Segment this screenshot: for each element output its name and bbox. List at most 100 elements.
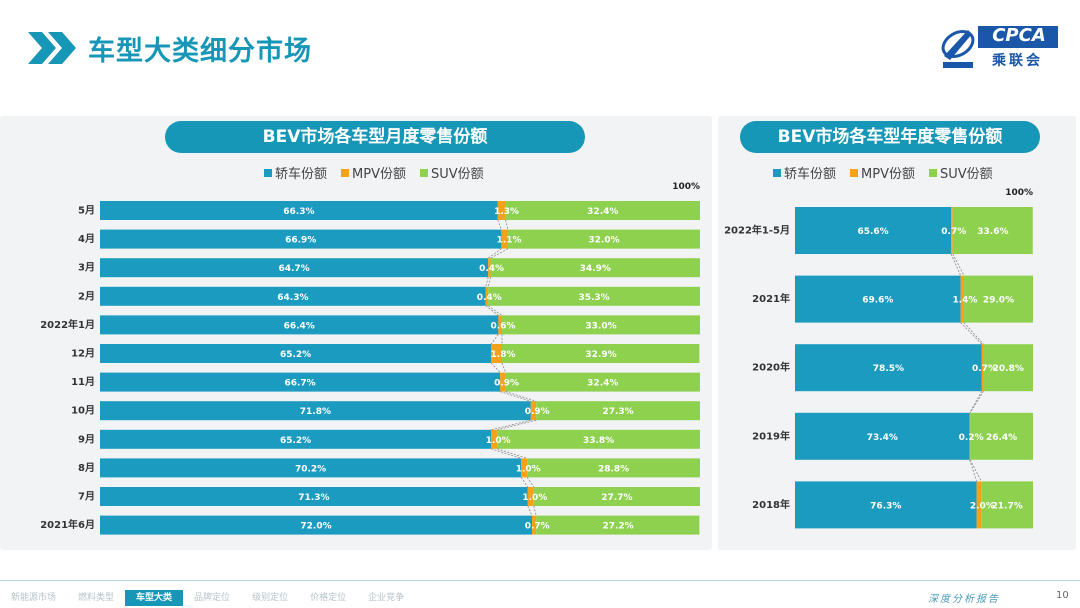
series-connector <box>487 248 502 259</box>
bar-segment <box>983 344 1033 392</box>
data-label: 35.3% <box>578 293 609 303</box>
footer-tab[interactable]: 企业竞争 <box>368 593 405 603</box>
series-connector <box>491 448 522 459</box>
data-label: 32.4% <box>587 379 618 389</box>
bar-segment <box>530 401 537 421</box>
series-connector <box>505 219 509 230</box>
report-label: 深度分析报告 <box>928 594 1000 605</box>
legend-label: MPV份额 <box>352 167 406 182</box>
bar-segment <box>795 481 977 529</box>
data-label: 26.4% <box>986 433 1017 443</box>
logo-text: CPCA <box>992 25 1046 46</box>
bar-segment <box>490 258 700 278</box>
series-connector <box>501 362 506 373</box>
series-connector <box>485 277 489 287</box>
legend-item-sedan: 轿车份额 <box>264 163 327 182</box>
footer-tab[interactable]: 品牌定位 <box>194 593 231 603</box>
data-label: 66.7% <box>284 379 315 389</box>
data-label: 64.3% <box>277 293 308 303</box>
bar-segment <box>795 275 961 323</box>
data-label: 69.6% <box>862 296 893 306</box>
data-label: 73.4% <box>867 433 898 443</box>
data-label: 33.8% <box>583 436 614 446</box>
bar-segment <box>976 481 982 529</box>
data-label: 1.8% <box>491 350 516 360</box>
category-label: 2019年 <box>752 429 790 442</box>
section-nav: 新能源市场 燃料类型 车型大类 品牌定位 级别定位 价格定位 企业竞争 <box>0 590 415 606</box>
bar-segment <box>100 201 498 220</box>
bar-segment <box>952 207 1033 254</box>
category-label: 2021年 <box>752 292 790 305</box>
category-label: 2018年 <box>752 498 790 511</box>
category-label: 7月 <box>78 491 95 503</box>
bar-segment <box>100 258 489 278</box>
series-connector <box>497 219 502 230</box>
data-label: 21.7% <box>992 501 1023 511</box>
category-label: 11月 <box>71 376 95 388</box>
bar-segment <box>795 412 970 460</box>
bar-segment <box>100 401 531 421</box>
footer-tab[interactable]: 价格定位 <box>310 593 347 603</box>
data-label: 71.8% <box>300 407 331 417</box>
series-connector <box>950 253 962 276</box>
annual-chart-title: BEV市场各车型年度零售份额 <box>740 121 1040 153</box>
data-label: 33.0% <box>585 321 616 331</box>
footer-tab[interactable]: 燃料类型 <box>78 593 115 603</box>
bar-segment <box>497 429 700 449</box>
legend-label: 轿车份额 <box>275 167 328 182</box>
series-connector <box>490 362 501 373</box>
legend-item-suv: SUV份额 <box>419 163 484 182</box>
data-label: 27.2% <box>602 522 633 532</box>
legend-swatch <box>850 168 859 177</box>
bar-segment <box>502 315 700 335</box>
series-connector <box>526 477 535 488</box>
data-label: 76.3% <box>870 501 901 511</box>
bar-segment <box>100 429 492 449</box>
footer: 新能源市场 燃料类型 车型大类 品牌定位 级别定位 价格定位 企业竞争 深度分析报告 10 <box>0 580 1080 608</box>
category-label: 2022年1月 <box>40 318 95 331</box>
footer-tab[interactable]: 车型大类 <box>125 590 184 606</box>
legend-item-mpv: MPV份额 <box>341 163 406 182</box>
data-label: 2.0% <box>970 501 995 511</box>
annual-panel <box>718 116 1076 550</box>
footer-tab[interactable]: 新能源市场 <box>11 593 57 603</box>
data-label: 28.8% <box>598 464 629 474</box>
series-connector <box>960 322 983 345</box>
title-bar: 车型大类细分市场 <box>26 28 312 68</box>
data-label: 33.6% <box>977 227 1008 237</box>
series-connector <box>491 419 531 431</box>
data-label: 65.2% <box>280 350 311 360</box>
category-label: 3月 <box>78 262 95 274</box>
monthly-legend: 轿车份额 MPV份额 SUV份额 <box>264 163 484 182</box>
series-connector <box>520 477 529 488</box>
category-label: 10月 <box>71 405 95 417</box>
category-label: 12月 <box>71 348 95 360</box>
data-label: 27.3% <box>602 407 633 417</box>
data-label: 27.7% <box>601 493 632 503</box>
bar-segment <box>536 515 700 535</box>
logo-subtext: 乘联会 <box>992 53 1043 69</box>
bar-segment <box>100 372 501 392</box>
series-connector <box>487 305 503 316</box>
double-chevron-icon <box>28 32 76 64</box>
data-label: 1.1% <box>497 236 522 246</box>
series-connector <box>487 277 491 287</box>
cpca-logo-icon <box>941 26 1058 68</box>
data-label: 0.7% <box>525 522 550 532</box>
category-label: 8月 <box>78 462 95 474</box>
data-label: 66.4% <box>284 321 315 331</box>
cpca-logo: CPCA 乘联会 <box>938 22 1062 72</box>
legend-label: 轿车份额 <box>784 167 837 182</box>
bar-segment <box>536 401 700 421</box>
series-connector <box>500 391 531 402</box>
footer-tab[interactable]: 级别定位 <box>252 593 289 603</box>
bar-segment <box>981 481 1033 529</box>
bar-segment <box>521 458 528 478</box>
bar-segment <box>505 201 700 220</box>
series-connector <box>969 391 983 413</box>
category-label: 9月 <box>78 433 95 445</box>
bar-segment <box>960 275 964 323</box>
category-label: 2020年 <box>752 361 790 374</box>
bar-segment <box>951 207 953 254</box>
page-number: 10 <box>1056 590 1069 601</box>
